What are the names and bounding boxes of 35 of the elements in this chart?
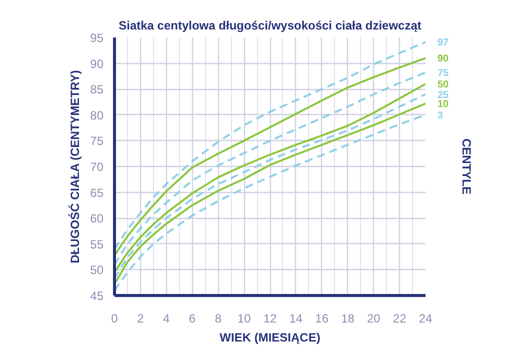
series-label: 90	[438, 54, 450, 65]
y-tick-label: 60	[90, 212, 104, 226]
series-label: 25	[438, 90, 450, 101]
x-axis-title: WIEK (MIESIĄCE)	[220, 330, 320, 344]
chart-title: Siatka centylowa długości/wysokości ciała dziewcząt	[118, 18, 422, 32]
x-tick-label: 18	[341, 312, 355, 326]
y-tick-label: 50	[90, 263, 104, 278]
y-tick-label: 45	[90, 289, 104, 303]
series-label: 10	[438, 99, 450, 110]
series-label: 50	[438, 79, 450, 90]
x-tick-label: 20	[366, 312, 381, 326]
x-tick-label: 2	[137, 312, 144, 326]
y-tick-label: 75	[90, 134, 104, 148]
x-tick-label: 12	[263, 312, 277, 326]
y-tick-label: 80	[90, 108, 104, 122]
x-tick-label: 10	[237, 312, 252, 326]
series-label: 3	[438, 110, 444, 122]
x-tick-label: 16	[315, 312, 329, 326]
y-tick-label: 55	[90, 237, 104, 252]
y-tick-label: 95	[90, 31, 104, 45]
y-tick-label: 85	[90, 82, 104, 97]
x-tick-label: 14	[289, 312, 303, 326]
x-tick-label: 24	[418, 312, 432, 326]
y2-axis-title: CENTYLE	[460, 138, 474, 195]
x-tick-label: 4	[162, 312, 170, 326]
x-tick-label: 6	[188, 312, 196, 326]
y-tick-label: 65	[90, 186, 104, 200]
series-label: 97	[438, 38, 450, 49]
y-axis-title: DŁUGOŚĆ CIAŁA (CENTYMETRY)	[68, 70, 82, 264]
x-tick-label: 8	[214, 312, 222, 326]
x-tick-label: 0	[111, 312, 118, 326]
y-tick-label: 90	[90, 56, 104, 71]
y-tick-label: 70	[90, 160, 104, 174]
x-tick-label: 22	[392, 312, 407, 326]
series-label: 75	[438, 68, 450, 80]
